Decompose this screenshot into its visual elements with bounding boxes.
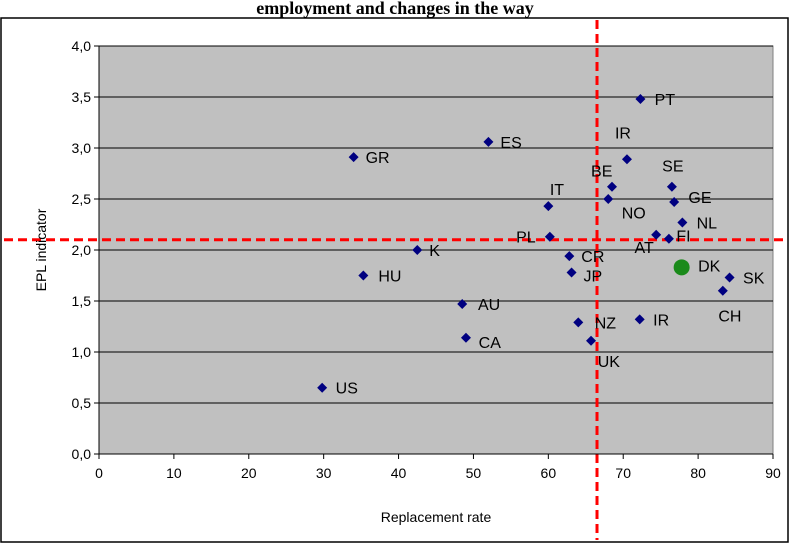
point-label: DK (698, 258, 721, 275)
y-tick-label: 4,0 (72, 38, 92, 54)
point-label: PL (516, 230, 536, 247)
data-point (603, 194, 614, 204)
y-tick-label: 2,0 (72, 242, 92, 258)
y-axis-label: EPL indicator (33, 208, 49, 291)
data-point (669, 197, 680, 208)
data-point (724, 272, 735, 283)
x-tick-label: 90 (765, 465, 781, 481)
data-points (317, 94, 735, 393)
point-label: ES (500, 135, 521, 152)
point-label: US (336, 381, 358, 398)
point-label: SK (743, 271, 765, 288)
gridlines (99, 45, 773, 404)
x-tick-label: 60 (541, 465, 557, 481)
data-point (586, 335, 597, 346)
point-label: K (429, 243, 440, 260)
data-point (483, 136, 494, 147)
point-label: PT (655, 92, 676, 109)
y-tick-label: 3,5 (72, 89, 92, 105)
point-label: AU (478, 297, 500, 314)
y-tick-label: 1,5 (72, 293, 92, 309)
x-axis-ticks: 0 10 20 30 40 50 60 70 80 90 (95, 454, 781, 481)
point-label: SE (662, 158, 683, 175)
y-tick-label: 3,0 (72, 140, 92, 156)
data-point (666, 181, 677, 192)
y-tick-label: 2,5 (72, 191, 92, 207)
y-tick-label: 0,0 (72, 446, 92, 462)
point-label: GR (366, 150, 390, 167)
x-tick-label: 50 (466, 465, 482, 481)
y-tick-label: 0,5 (72, 395, 92, 411)
x-tick-label: 40 (391, 465, 407, 481)
point-label: NZ (595, 315, 617, 332)
x-axis-label: Replacement rate (381, 509, 492, 525)
point-label: CA (479, 335, 502, 352)
x-tick-label: 70 (615, 465, 631, 481)
point-label: IR (615, 126, 631, 143)
data-point (457, 299, 468, 310)
x-tick-label: 0 (95, 465, 103, 481)
y-axis-ticks: 0,0 0,5 1,0 1,5 2,0 2,5 3,0 3,5 4,0 (72, 38, 99, 462)
point-label: IR (653, 312, 669, 329)
reference-lines (4, 20, 786, 540)
point-labels: PT ES GR IR BE SE GE IT NO NL FI AT PL K CR DK SK JP HU CH A… (336, 92, 765, 398)
data-point (573, 317, 584, 328)
point-label: NO (622, 205, 646, 222)
data-point (566, 267, 577, 278)
x-tick-label: 30 (316, 465, 332, 481)
data-point (663, 233, 674, 244)
point-label: BE (591, 163, 612, 180)
point-label: AT (634, 240, 653, 257)
point-label: CR (581, 249, 604, 266)
data-point (412, 245, 423, 255)
data-point (717, 285, 728, 296)
data-point (317, 382, 328, 393)
point-label: GE (688, 190, 711, 207)
data-point (460, 332, 471, 343)
highlight-point (673, 259, 690, 276)
x-tick-label: 80 (690, 465, 706, 481)
data-point (358, 270, 369, 281)
point-label: CH (718, 308, 741, 325)
data-point (677, 217, 688, 228)
data-point (564, 251, 575, 262)
point-label: IT (550, 182, 564, 199)
point-label: HU (378, 269, 401, 286)
y-tick-label: 1,0 (72, 344, 92, 360)
data-point (543, 201, 554, 212)
x-tick-label: 10 (166, 465, 182, 481)
point-label: UK (598, 354, 621, 371)
point-label: JP (584, 269, 603, 286)
data-point (621, 154, 632, 165)
data-point (651, 229, 662, 240)
point-label: FI (676, 229, 690, 246)
data-point (635, 94, 646, 105)
point-label: NL (697, 215, 718, 232)
data-point (606, 181, 617, 192)
data-point (348, 152, 359, 163)
data-point (634, 314, 645, 325)
data-point (544, 231, 555, 242)
chart-title: employment and changes in the way (256, 0, 534, 18)
x-tick-label: 20 (241, 465, 257, 481)
